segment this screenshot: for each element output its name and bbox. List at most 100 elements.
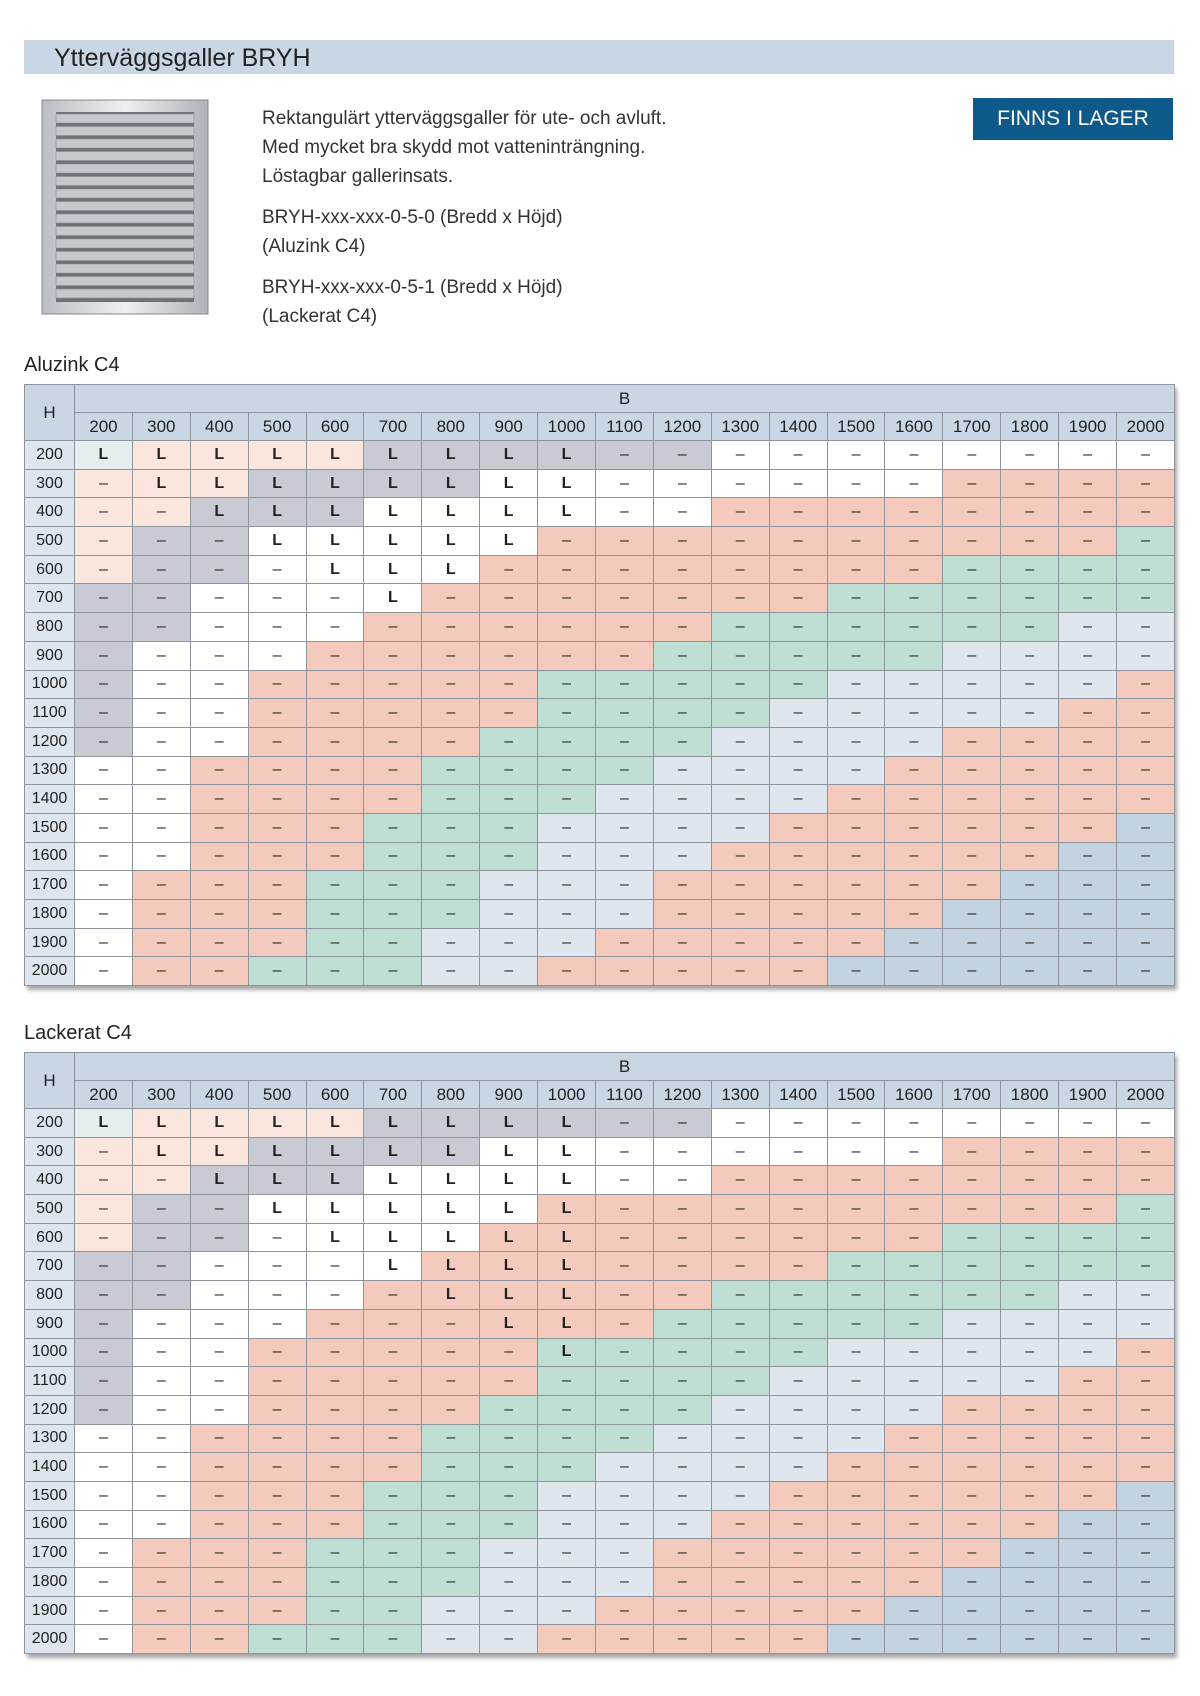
cell: – — [247, 612, 307, 642]
cell: – — [189, 1251, 249, 1282]
cell: – — [1058, 1308, 1118, 1339]
column-header: 600 — [305, 412, 365, 441]
row-header: 300 — [24, 468, 75, 499]
cell: L — [479, 1136, 539, 1167]
cell: – — [247, 870, 307, 900]
cell: – — [74, 1480, 133, 1511]
cell: – — [884, 440, 944, 470]
cell: – — [1000, 927, 1060, 958]
column-header: 900 — [479, 412, 539, 441]
cell: – — [710, 612, 770, 642]
cell: – — [479, 1509, 539, 1540]
row-header: 1700 — [24, 870, 75, 900]
cell: – — [1000, 612, 1060, 642]
data-row: 1000– – – – – – – – – – – – – – – – – – – — [24, 669, 1176, 700]
cell: – — [942, 1595, 1002, 1626]
size-table: H B 200 300 400 500 600 700 800 900 1000 1100 1200 13… — [24, 384, 1176, 987]
cell: – — [826, 1567, 886, 1597]
cell: – — [884, 956, 944, 987]
cell: – — [884, 755, 944, 786]
cell: – — [1058, 1280, 1118, 1310]
cell: – — [247, 1509, 307, 1540]
cell: – — [768, 956, 828, 987]
cell: – — [131, 726, 191, 757]
cell: – — [131, 870, 191, 900]
cell: – — [537, 870, 597, 900]
column-header: 1700 — [942, 1080, 1002, 1109]
cell: – — [710, 899, 770, 929]
cell: – — [942, 468, 1002, 499]
cell: L — [363, 497, 423, 528]
column-group-label: B — [73, 1052, 1176, 1081]
slat — [55, 251, 195, 261]
data-row: 1300– – – – – – – – – – – – – – – – – – – — [24, 755, 1176, 786]
slat — [55, 113, 195, 124]
cell: – — [710, 640, 770, 671]
row-header: 1300 — [24, 1423, 75, 1454]
cell: – — [595, 1136, 654, 1167]
data-row: 400– – L L L L L L L – – – – – – – – – – — [24, 497, 1176, 528]
data-row: 900– – – – – – – – – – – – – – – – – – – — [24, 640, 1176, 671]
cell: – — [826, 1222, 886, 1253]
cell: – — [768, 1308, 828, 1339]
cell: – — [1000, 698, 1060, 728]
cell: – — [247, 956, 307, 987]
data-row: 1600– – – – – – – – – – – – – – – – – – – — [24, 841, 1176, 872]
cell: – — [247, 726, 307, 757]
cell: – — [768, 1222, 828, 1253]
cell: – — [884, 1366, 944, 1396]
cell: – — [884, 1280, 944, 1310]
cell: – — [768, 755, 828, 786]
cell: – — [1058, 755, 1118, 786]
cell: L — [247, 526, 307, 556]
column-header: 1000 — [537, 1080, 597, 1109]
cell: – — [768, 497, 828, 528]
data-row: 200 L L L L L L L L L – – – – – – – – – – — [24, 1108, 1176, 1138]
cell: – — [74, 698, 133, 728]
cell: L — [537, 1194, 597, 1224]
cell: L — [537, 1280, 597, 1310]
column-header: 600 — [305, 1080, 365, 1109]
cell: – — [421, 583, 481, 614]
data-row: 200 L L L L L L L L L – – – – – – – – – – — [24, 440, 1176, 470]
cell: – — [131, 956, 191, 987]
cell: – — [1058, 1624, 1118, 1655]
cell: – — [247, 698, 307, 728]
cell: – — [421, 1423, 481, 1454]
cell: – — [305, 841, 365, 872]
cell: – — [247, 1394, 307, 1425]
header-row: 200 300 400 500 600 700 800 900 1000 1100 1200 1300… — [25, 1080, 1176, 1109]
cell: – — [1058, 1194, 1118, 1224]
cell: – — [1000, 526, 1060, 556]
cell: – — [421, 812, 481, 843]
cell: – — [1116, 1194, 1176, 1224]
cell: – — [1116, 1280, 1176, 1310]
data-row: 800– – – – – – L L L – – – – – – – – – – — [24, 1280, 1176, 1310]
cell: – — [942, 698, 1002, 728]
cell: L — [247, 440, 307, 470]
cell: L — [537, 1308, 597, 1339]
cell: – — [131, 1624, 191, 1655]
cell: – — [305, 899, 365, 929]
cell: – — [595, 956, 654, 987]
cell: – — [595, 870, 654, 900]
cell: – — [652, 440, 712, 470]
cell: – — [768, 1394, 828, 1425]
cell: – — [1000, 1280, 1060, 1310]
data-row: 1500– – – – – – – – – – – – – – – – – – – — [24, 1480, 1176, 1511]
cell: – — [74, 755, 133, 786]
row-header: 400 — [24, 1165, 75, 1196]
cell: – — [363, 1366, 423, 1396]
cell: – — [305, 784, 365, 814]
cell: – — [1058, 956, 1118, 987]
cell: – — [826, 784, 886, 814]
cell: – — [710, 1308, 770, 1339]
cell: – — [479, 669, 539, 700]
cell: – — [363, 1624, 423, 1655]
cell: – — [247, 812, 307, 843]
cell: – — [131, 784, 191, 814]
cell: – — [942, 1136, 1002, 1167]
cell: – — [74, 1308, 133, 1339]
cell: – — [710, 669, 770, 700]
